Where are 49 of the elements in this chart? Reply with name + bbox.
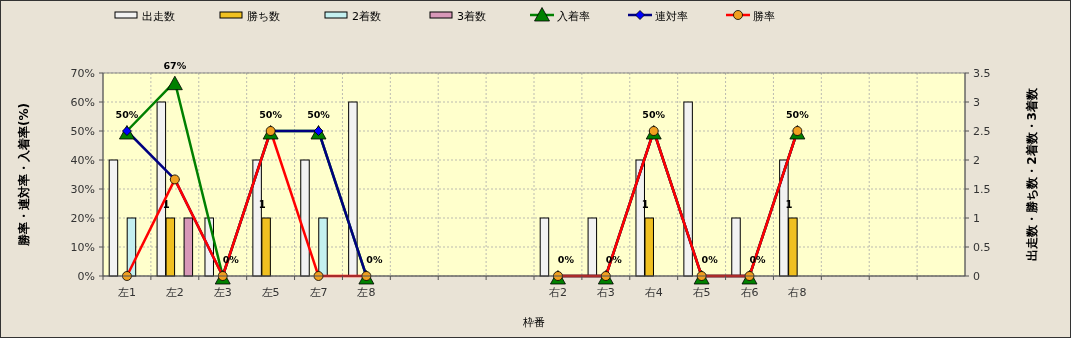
x-tick-label: 右5 (692, 286, 711, 299)
y-tick-label: 10% (70, 240, 95, 254)
y-tick-label: 0% (77, 269, 95, 283)
legend-label: 入着率 (557, 9, 590, 23)
y2-axis-title: 出走数・勝ち数・2着数・3着数 (1025, 87, 1039, 261)
x-tick-label: 右8 (788, 286, 807, 299)
y2-tick-label: 0.5 (973, 240, 991, 254)
y2-tick-label: 1 (973, 211, 980, 225)
x-tick-label: 左7 (309, 286, 328, 299)
y2-tick-label: 3 (973, 95, 980, 109)
legend-label: 2着数 (352, 9, 381, 23)
y-tick-label: 20% (70, 211, 95, 225)
x-tick-label: 右6 (740, 286, 759, 299)
x-tick-label: 左2 (165, 286, 184, 299)
y2-tick-label: 0 (973, 269, 980, 283)
data-label: 50% (786, 109, 810, 120)
data-label: 50% (307, 109, 331, 120)
legend-label: 勝率 (753, 9, 775, 23)
data-label: 50% (259, 109, 283, 120)
legend-label: 出走数 (142, 9, 175, 23)
y-tick-label: 70% (70, 66, 95, 80)
data-label: 0% (366, 254, 383, 265)
y2-tick-label: 1.5 (973, 182, 991, 196)
x-tick-label: 右2 (548, 286, 567, 299)
legend-label: 連対率 (655, 9, 688, 23)
y-tick-label: 30% (70, 182, 95, 196)
legend-label: 3着数 (457, 9, 486, 23)
x-axis-title: 枠番 (522, 316, 545, 329)
y2-tick-label: 2.5 (973, 124, 991, 138)
x-tick-label: 左5 (261, 286, 280, 299)
data-label: 0% (701, 254, 719, 265)
y2-tick-label: 3.5 (973, 66, 991, 80)
data-label: 50% (642, 109, 666, 120)
x-tick-label: 左8 (357, 286, 376, 299)
data-label: 0% (557, 254, 575, 265)
data-label: 1 (258, 199, 266, 210)
data-label: 67% (163, 59, 187, 71)
x-tick-label: 左3 (213, 286, 232, 299)
data-label: 50% (115, 109, 139, 120)
y-tick-label: 40% (70, 153, 95, 167)
x-tick-label: 右4 (644, 286, 663, 299)
x-tick-label: 右3 (596, 286, 615, 299)
y-axis-title: 勝率・連対率・入着率(%) (17, 103, 31, 247)
y-tick-label: 50% (70, 124, 95, 138)
legend-label: 勝ち数 (247, 9, 280, 23)
data-label: 1 (641, 199, 649, 210)
y-tick-label: 60% (70, 95, 95, 109)
y2-tick-label: 2 (973, 153, 980, 167)
x-tick-label: 左1 (117, 286, 136, 299)
